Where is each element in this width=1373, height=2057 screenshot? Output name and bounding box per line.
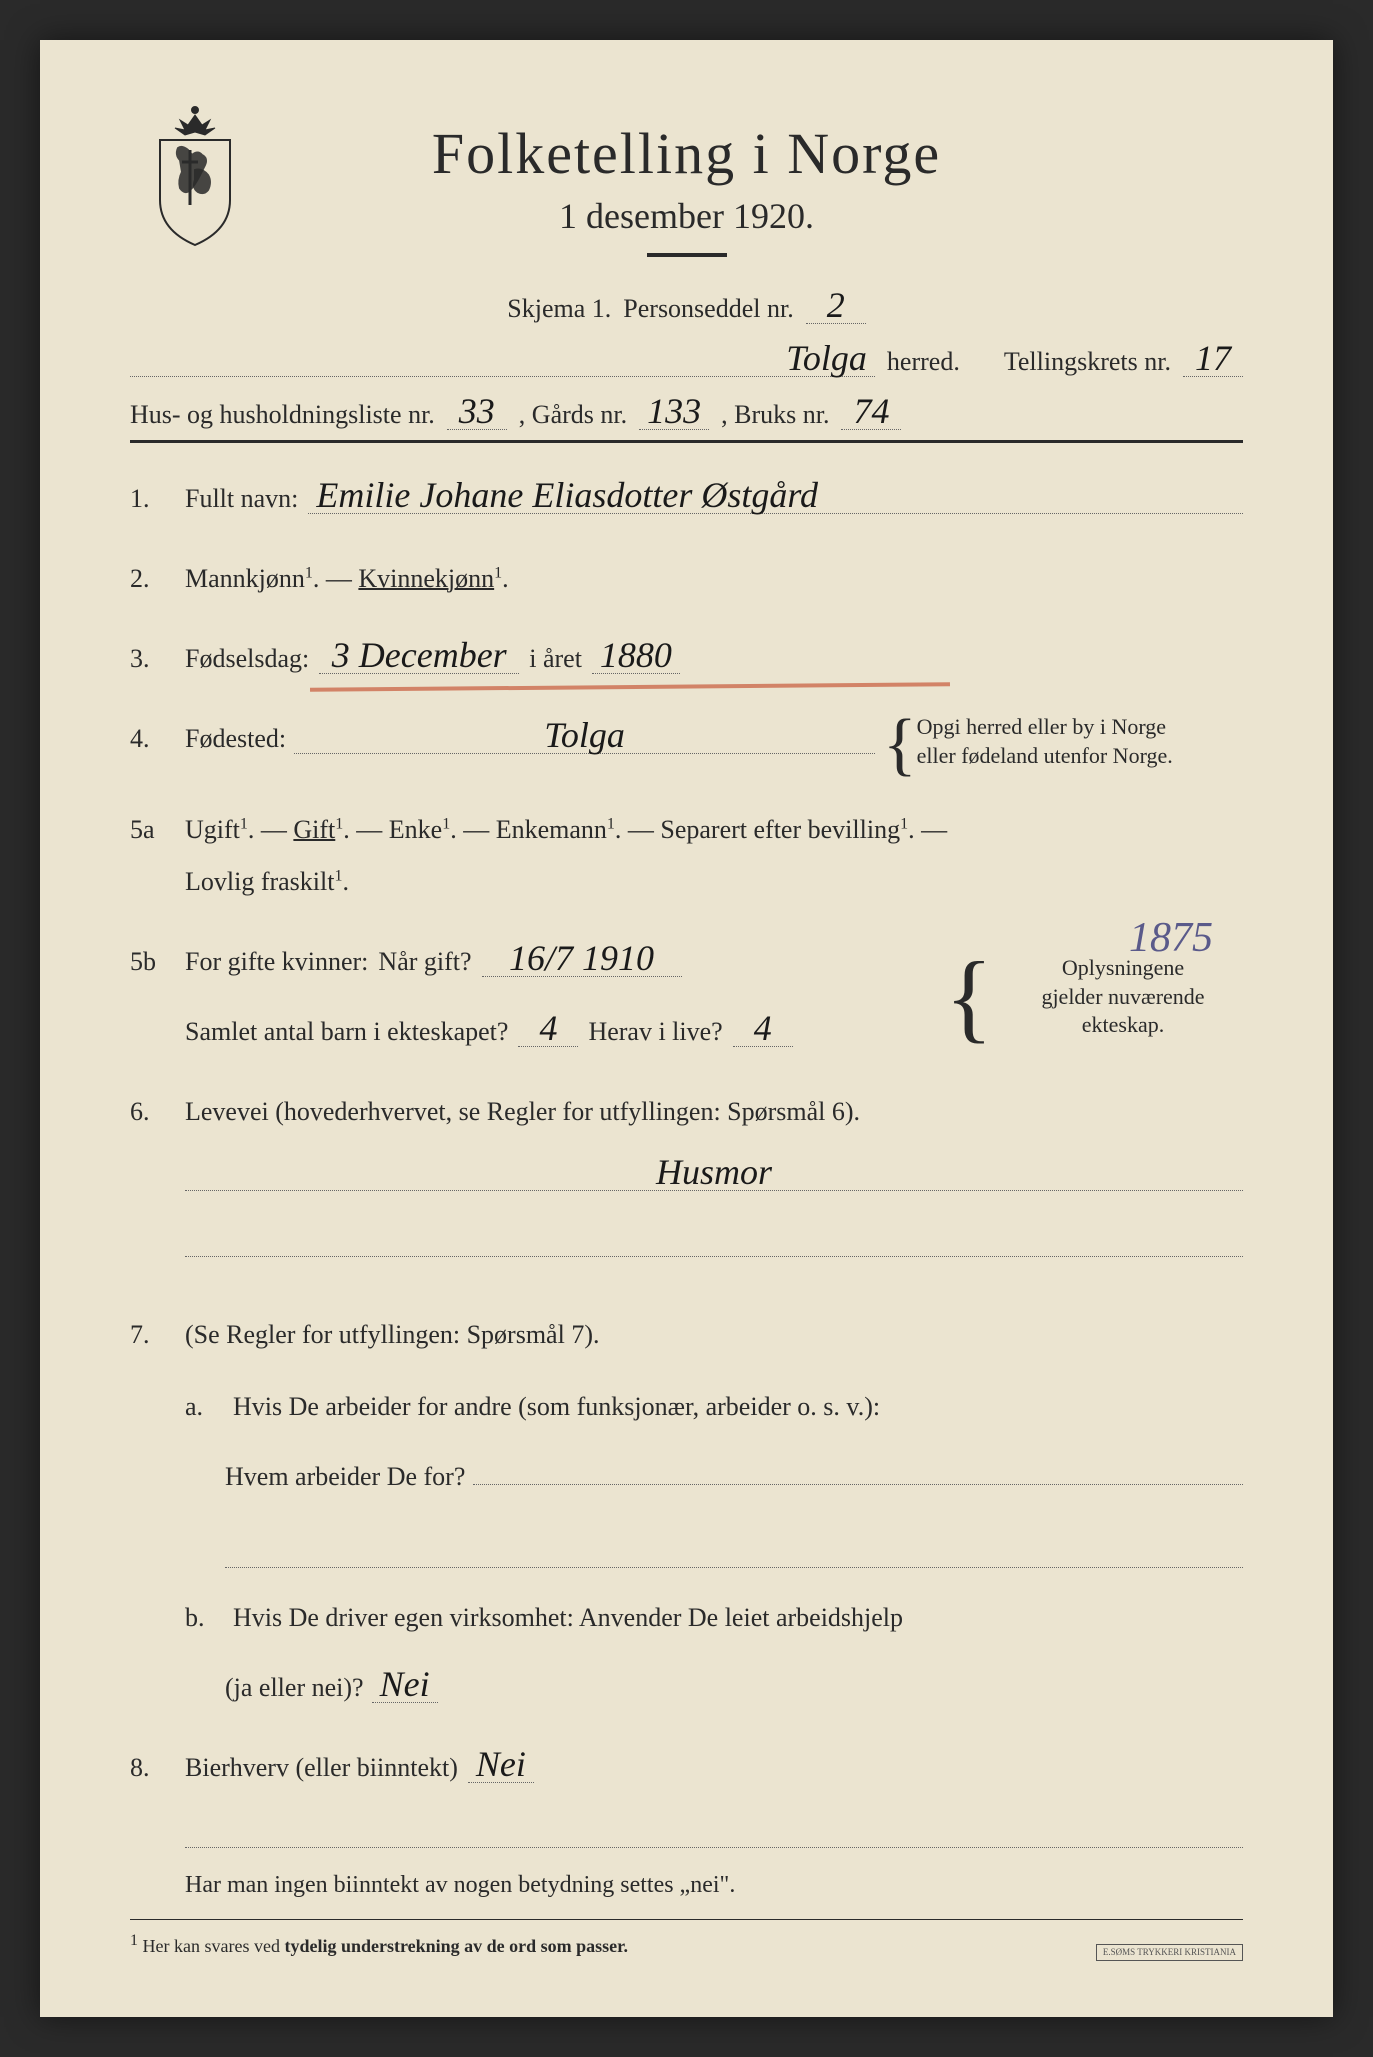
- printer-stamp: E.SØMS TRYKKERI KRISTIANIA: [1096, 1944, 1243, 1961]
- q8-label: Bierhverv (eller biinntekt): [185, 1742, 458, 1794]
- question-8: 8. Bierhverv (eller biinntekt) Nei: [130, 1742, 1243, 1794]
- q7-label: (Se Regler for utfyllingen: Spørsmål 7).: [185, 1309, 599, 1361]
- q2-mann: Mannkjønn: [185, 564, 305, 593]
- q1-num: 1.: [130, 473, 185, 525]
- q4-num: 4.: [130, 713, 185, 765]
- personseddel-label: Personseddel nr.: [623, 294, 793, 324]
- question-3: 3. Fødselsdag: 3 December i året 1880: [130, 633, 1243, 685]
- gards-label: , Gårds nr.: [519, 400, 627, 430]
- question-1: 1. Fullt navn: Emilie Johane Eliasdotter…: [130, 473, 1243, 525]
- q5b-herav-value: 4: [733, 1010, 793, 1047]
- q4-side-note: { Opgi herred eller by i Norge eller fød…: [883, 713, 1243, 776]
- q8-value: Nei: [468, 1746, 534, 1783]
- q7a-letter: a.: [185, 1381, 225, 1433]
- q7a-blank-line: [225, 1527, 1243, 1569]
- question-7a: a. Hvis De arbeider for andre (som funks…: [185, 1381, 1243, 1569]
- question-7b: b. Hvis De driver egen virksomhet: Anven…: [185, 1592, 1243, 1714]
- q7b-letter: b.: [185, 1592, 225, 1644]
- footnote: 1 Her kan svares ved tydelig understrekn…: [130, 1932, 1243, 1957]
- gards-nr: 133: [639, 393, 709, 430]
- form-title: Folketelling i Norge: [130, 120, 1243, 187]
- question-5b: 5b For gifte kvinner: Når gift? 16/7 191…: [130, 936, 1243, 1058]
- q2-kvinne: Kvinnekjønn: [358, 564, 494, 593]
- q5b-nar-label: Når gift?: [378, 936, 471, 988]
- question-6: 6. Levevei (hovederhvervet, se Regler fo…: [130, 1086, 1243, 1281]
- meta-row-3: Hus- og husholdningsliste nr. 33 , Gårds…: [130, 393, 1243, 443]
- q7b-value: Nei: [372, 1666, 438, 1703]
- q3-label: Fødselsdag:: [185, 633, 309, 685]
- bruks-label: , Bruks nr.: [721, 400, 829, 430]
- q5b-barn-label: Samlet antal barn i ekteskapet?: [185, 1006, 508, 1058]
- brace-icon: {: [945, 952, 993, 1042]
- tellingskrets-nr: 17: [1183, 340, 1243, 377]
- q5a-num: 5a: [130, 804, 185, 856]
- coat-of-arms-icon: [140, 100, 250, 250]
- hus-nr: 33: [447, 393, 507, 430]
- q5b-num: 5b: [130, 936, 185, 988]
- herred-label: herred.: [887, 347, 960, 377]
- meta-row-1: Skjema 1. Personseddel nr. 2: [130, 287, 1243, 330]
- q5b-label: For gifte kvinner:: [185, 936, 368, 988]
- question-2: 2. Mannkjønn1. — Kvinnekjønn1.: [130, 553, 1243, 605]
- q7a-line2-label: Hvem arbeider De for?: [225, 1451, 465, 1503]
- form-date: 1 desember 1920.: [130, 195, 1243, 237]
- question-7: 7. (Se Regler for utfyllingen: Spørsmål …: [130, 1309, 1243, 1715]
- form-header: Folketelling i Norge 1 desember 1920. Sk…: [130, 120, 1243, 443]
- q6-blank-line: [185, 1215, 1243, 1257]
- q3-day-month: 3 December: [319, 637, 519, 674]
- bruks-nr: 74: [841, 393, 901, 430]
- q5b-barn-value: 4: [518, 1010, 578, 1047]
- hus-label: Hus- og husholdningsliste nr.: [130, 400, 435, 430]
- tellingskrets-label: Tellingskrets nr.: [1004, 347, 1171, 377]
- q6-num: 6.: [130, 1086, 185, 1138]
- meta-row-2: Tolga herred. Tellingskrets nr. 17: [130, 340, 1243, 383]
- q8-num: 8.: [130, 1742, 185, 1794]
- question-4: 4. Fødested: Tolga { Opgi herred eller b…: [130, 713, 1243, 776]
- brace-icon: {: [883, 713, 917, 776]
- title-divider: [647, 253, 727, 257]
- q3-num: 3.: [130, 633, 185, 685]
- q5a-enke: Enke: [389, 815, 442, 844]
- q4-value: Tolga: [294, 717, 875, 754]
- q3-year: 1880: [592, 637, 680, 674]
- q5b-herav-label: Herav i live?: [588, 1006, 722, 1058]
- personseddel-nr: 2: [806, 287, 866, 324]
- q5a-ugift: Ugift: [185, 815, 240, 844]
- q7b-line2-label: (ja eller nei)?: [225, 1662, 364, 1714]
- q5b-nar-value: 16/7 1910: [482, 940, 682, 977]
- q8-blank-line: [185, 1822, 1243, 1848]
- q3-year-label: i året: [529, 633, 582, 685]
- census-form-page: Folketelling i Norge 1 desember 1920. Sk…: [40, 40, 1333, 2017]
- footer-divider: [130, 1919, 1243, 1920]
- q1-label: Fullt navn:: [185, 473, 298, 525]
- blue-pencil-annotation: 1875: [1129, 896, 1213, 980]
- footer-note: Har man ingen biinntekt av nogen betydni…: [185, 1872, 1243, 1899]
- q5a-fraskilt: Lovlig fraskilt: [185, 867, 334, 896]
- q5a-separert: Separert efter bevilling: [660, 815, 900, 844]
- q6-label: Levevei (hovederhvervet, se Regler for u…: [185, 1097, 860, 1126]
- q1-value: Emilie Johane Eliasdotter Østgård: [308, 477, 1243, 514]
- q6-value: Husmor: [185, 1154, 1243, 1191]
- herred-value: Tolga: [130, 340, 875, 377]
- q5a-gift: Gift: [293, 815, 335, 844]
- question-5a: 5a Ugift1. — Gift1. — Enke1. — Enkemann1…: [130, 804, 1243, 908]
- q4-label: Fødested:: [185, 713, 286, 765]
- q2-num: 2.: [130, 553, 185, 605]
- q5a-enkemann: Enkemann: [496, 815, 607, 844]
- q7-num: 7.: [130, 1309, 185, 1361]
- q7a-line1: Hvis De arbeider for andre (som funksjon…: [233, 1381, 880, 1433]
- q7a-value: [473, 1484, 1243, 1485]
- skjema-label: Skjema 1.: [507, 294, 611, 324]
- q7b-line1: Hvis De driver egen virksomhet: Anvender…: [233, 1592, 903, 1644]
